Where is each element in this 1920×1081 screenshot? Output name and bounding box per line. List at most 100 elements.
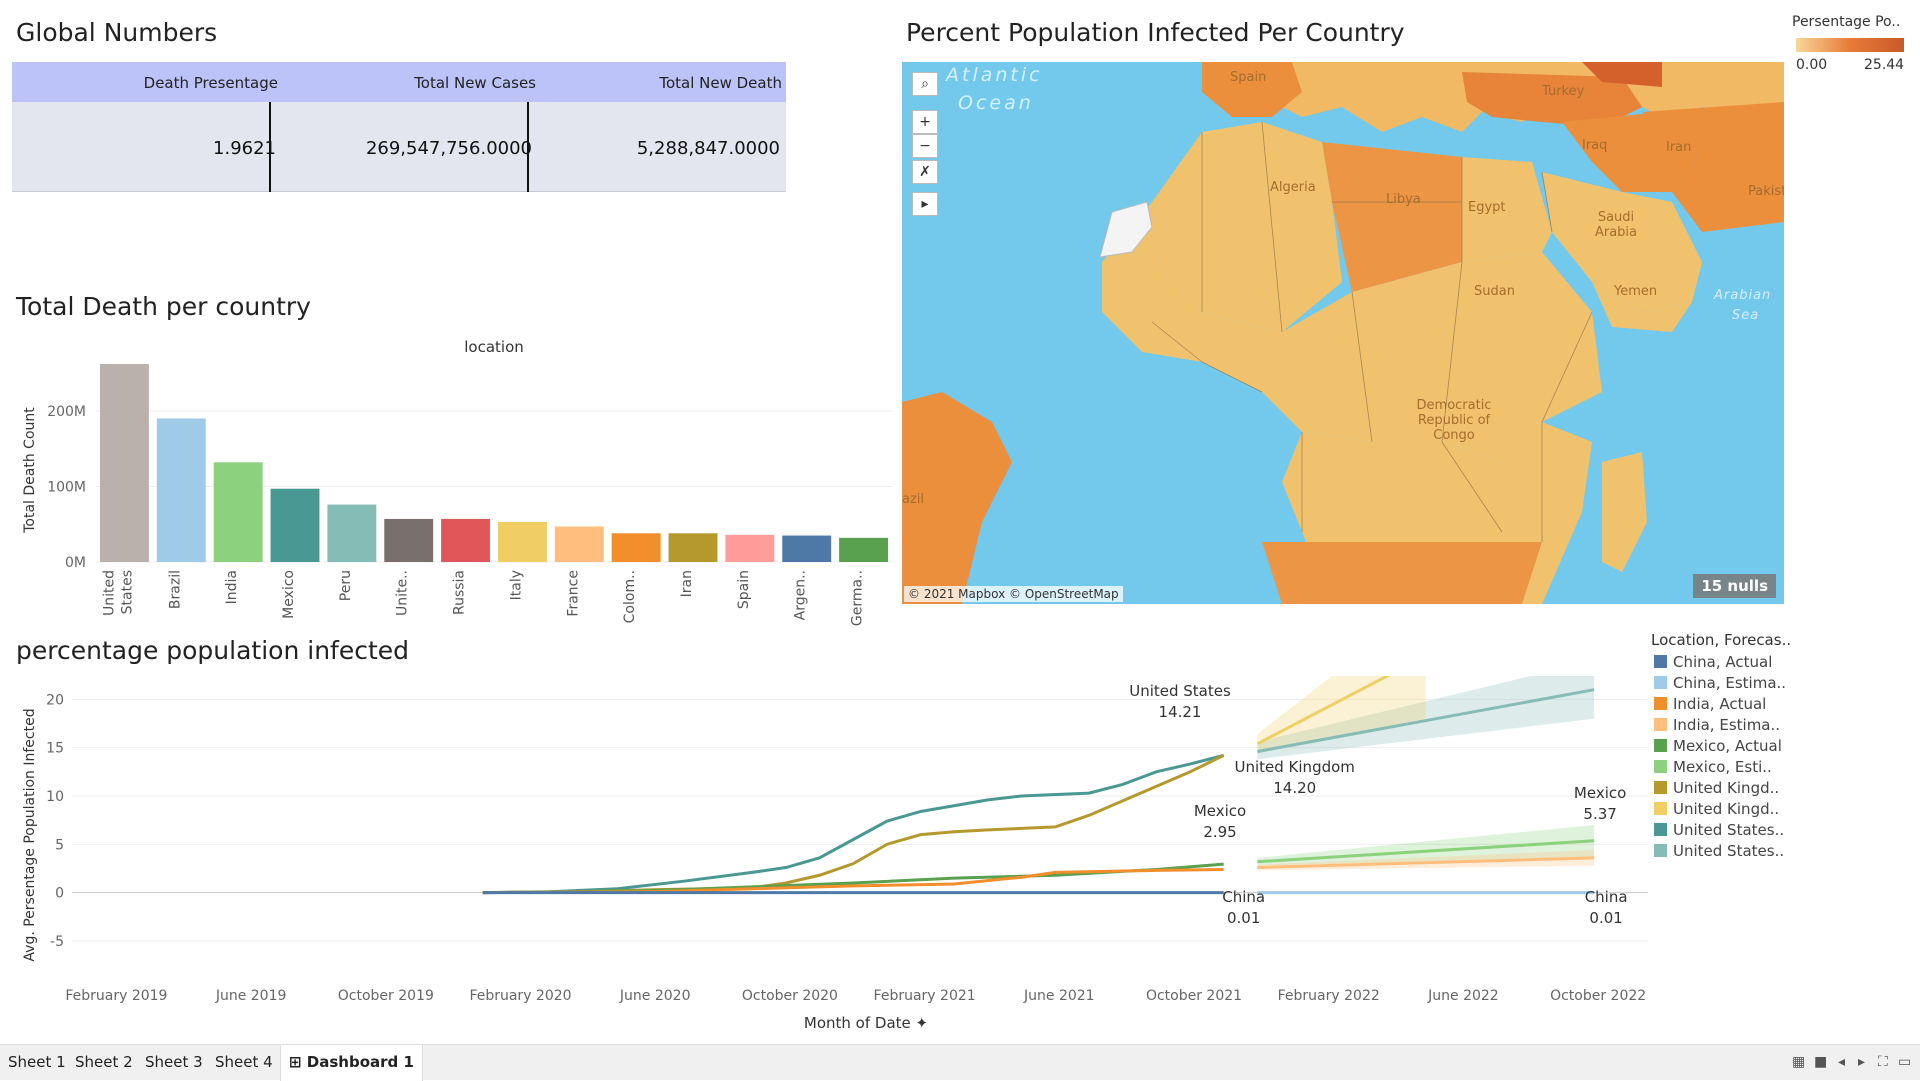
column-divider (269, 102, 271, 192)
x-tick-label: October 2022 (1550, 988, 1646, 1004)
bar[interactable] (327, 505, 376, 562)
legend-swatch (1654, 655, 1667, 668)
legend-item[interactable]: United Kingd.. (1654, 779, 1779, 797)
map-expand-toolbar-button[interactable]: ▸ (912, 192, 938, 216)
grid-view-icon[interactable]: ▦ (1792, 1054, 1805, 1070)
legend-item[interactable]: India, Actual (1654, 695, 1766, 713)
legend-item[interactable]: United Kingd.. (1654, 800, 1779, 818)
dashboard-icon: ⊞ (289, 1053, 307, 1071)
nulls-indicator[interactable]: 15 nulls (1693, 574, 1776, 598)
legend-label: United Kingd.. (1673, 800, 1779, 818)
legend-label: United States.. (1673, 842, 1784, 860)
legend-swatch (1654, 844, 1667, 857)
legend-label: United Kingd.. (1673, 779, 1779, 797)
choropleth-map[interactable]: Atlantic Ocean Arabian Sea Spain Turkey … (902, 62, 1784, 604)
bar[interactable] (214, 462, 263, 562)
x-tick-label: Spain (736, 570, 752, 609)
country-label-iran: Iran (1666, 140, 1691, 155)
bar[interactable] (441, 519, 490, 562)
x-tick-label: February 2021 (874, 988, 976, 1004)
x-tick-label: June 2022 (1427, 988, 1499, 1004)
bar[interactable] (839, 538, 888, 562)
legend-swatch (1654, 739, 1667, 752)
legend-swatch (1654, 676, 1667, 689)
legend-swatch (1654, 781, 1667, 794)
legend-item[interactable]: Mexico, Actual (1654, 737, 1782, 755)
x-tick-label: Russia (452, 570, 468, 615)
x-tick-label: Germa.. (850, 570, 866, 626)
x-tick-label: June 2021 (1023, 988, 1095, 1004)
bar[interactable] (669, 533, 718, 562)
legend-swatch (1654, 823, 1667, 836)
y-axis-label: Total Death Count (22, 407, 38, 534)
fullscreen-icon[interactable]: ⛶ (1878, 1054, 1888, 1070)
bar[interactable] (384, 519, 433, 562)
x-tick-label: United (101, 570, 117, 616)
annotation-value: 0.01 (1589, 909, 1622, 927)
tab-sheet-4[interactable]: Sheet 4 (215, 1053, 273, 1071)
map-zoom-out-button[interactable]: − (912, 134, 938, 158)
map-attribution[interactable]: © 2021 Mapbox © OpenStreetMap (904, 586, 1123, 602)
legend-item[interactable]: United States.. (1654, 821, 1784, 839)
legend-item[interactable]: Mexico, Esti.. (1654, 758, 1772, 776)
country-label-pakistan: Pakist (1748, 184, 1784, 199)
annotation-label: China (1222, 888, 1265, 906)
film-strip-icon[interactable]: ■ (1814, 1054, 1827, 1070)
map-reset-button[interactable]: ✗ (912, 160, 938, 184)
legend-label: China, Estima.. (1673, 674, 1786, 692)
x-tick-label: October 2020 (742, 988, 838, 1004)
legend-item[interactable]: China, Actual (1654, 653, 1772, 671)
tab-dashboard-1[interactable]: ⊞ Dashboard 1 (280, 1045, 423, 1081)
y-tick-label: 200M (47, 404, 86, 420)
tab-sheet-3[interactable]: Sheet 3 (145, 1053, 203, 1071)
legend-item[interactable]: China, Estima.. (1654, 674, 1786, 692)
present-icon[interactable]: ▭ (1898, 1054, 1911, 1070)
x-tick-label: February 2020 (469, 988, 571, 1004)
bar[interactable] (498, 522, 547, 562)
map-search-button[interactable]: ⌕ (912, 72, 938, 96)
annotation-value: 5.37 (1583, 805, 1616, 823)
x-tick-label: Unite.. (395, 570, 411, 616)
bar[interactable] (555, 526, 604, 562)
annotation-value: 14.20 (1273, 779, 1316, 797)
y-tick-label: 10 (46, 789, 64, 805)
bar[interactable] (100, 364, 149, 562)
legend-label: United States.. (1673, 821, 1784, 839)
sheet-tab-bar: Sheet 1 Sheet 2 Sheet 3 Sheet 4 ⊞ Dashbo… (0, 1044, 1920, 1080)
country-label-turkey: Turkey (1542, 84, 1584, 99)
bar[interactable] (612, 533, 661, 562)
line-chart-svg: Avg. Persentage Population Infected-5051… (0, 660, 1650, 1030)
x-axis-label: location (464, 338, 524, 356)
y-tick-label: 100M (47, 479, 86, 495)
map-zoom-in-button[interactable]: + (912, 110, 938, 134)
tab-sheet-1[interactable]: Sheet 1 (8, 1053, 66, 1071)
country-label-algeria: Algeria (1270, 180, 1316, 195)
annotation-label: China (1585, 888, 1628, 906)
x-tick-label: Brazil (167, 570, 183, 609)
value-total-new-cases: 269,547,756.0000 (366, 138, 532, 159)
y-tick-label: -5 (50, 934, 64, 950)
bar[interactable] (782, 536, 831, 562)
sea-label-sea: Sea (1732, 308, 1759, 323)
bar[interactable] (157, 418, 206, 562)
legend-item[interactable]: United States.. (1654, 842, 1784, 860)
bar[interactable] (271, 489, 320, 562)
tab-dashboard-1-label: Dashboard 1 (307, 1053, 414, 1071)
col-header-total-new-cases[interactable]: Total New Cases (414, 74, 536, 92)
bar[interactable] (725, 535, 774, 562)
col-header-total-new-death[interactable]: Total New Death (659, 74, 782, 92)
x-tick-label: France (565, 570, 581, 617)
tab-sheet-2[interactable]: Sheet 2 (75, 1053, 133, 1071)
prev-tab-icon[interactable]: ◂ (1838, 1054, 1845, 1070)
next-tab-icon[interactable]: ▸ (1858, 1054, 1865, 1070)
col-header-death-percentage[interactable]: Death Presentage (144, 74, 278, 92)
annotation-value: 2.95 (1203, 823, 1236, 841)
color-legend-max: 25.44 (1864, 57, 1904, 73)
legend-label: India, Actual (1673, 695, 1766, 713)
x-tick-label: Colom.. (622, 570, 638, 623)
legend-label: Mexico, Esti.. (1673, 758, 1772, 776)
color-legend-gradient (1796, 38, 1904, 52)
legend-item[interactable]: India, Estima.. (1654, 716, 1780, 734)
x-tick-label: Italy (508, 570, 524, 600)
